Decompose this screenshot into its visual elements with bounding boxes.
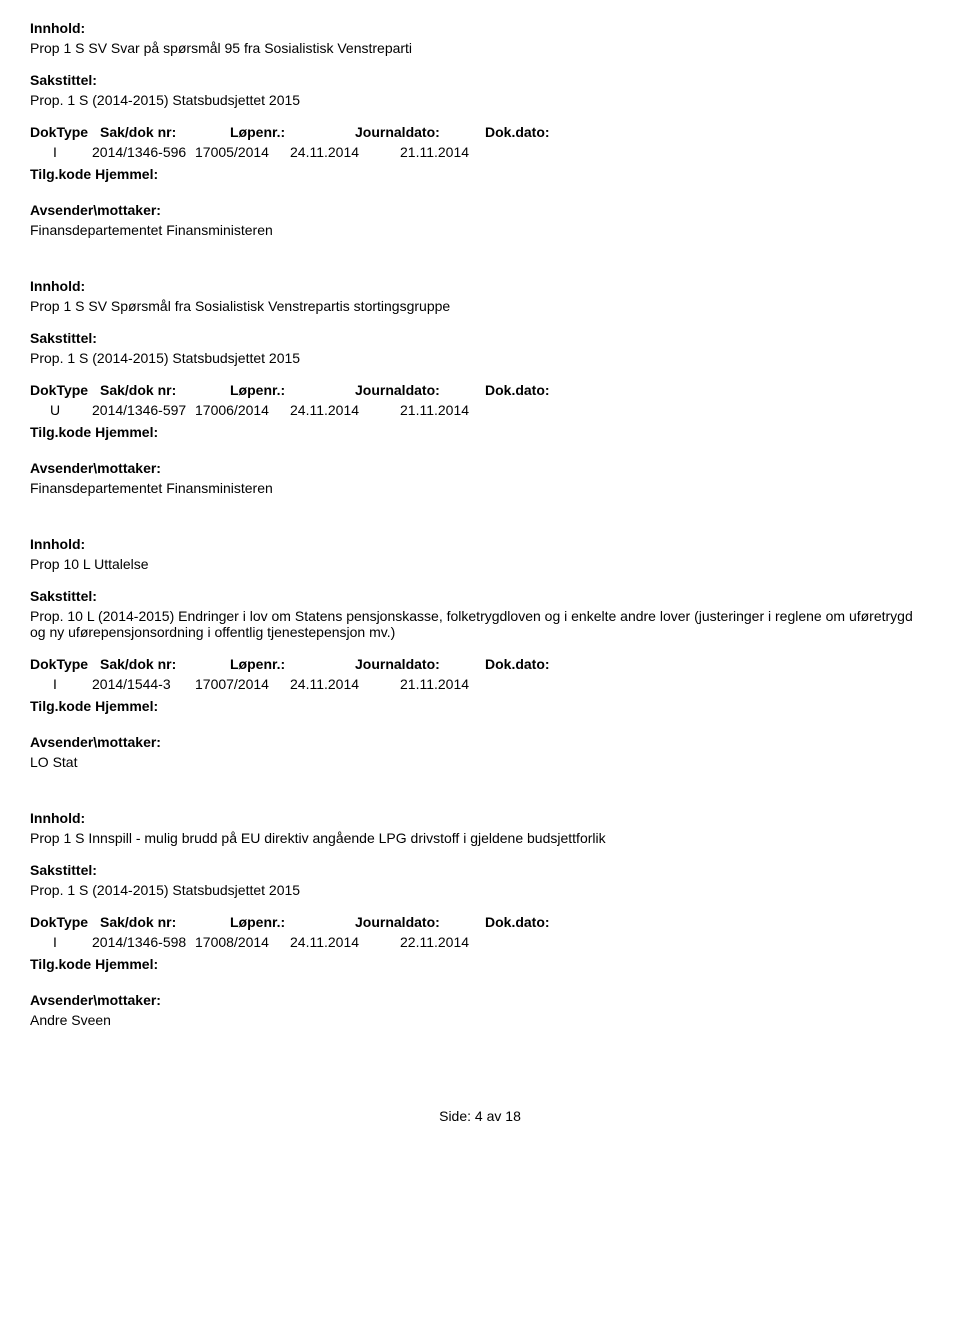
journaldato-header: Journaldato: (355, 124, 485, 140)
lopenr-value: 17005/2014 (190, 144, 290, 160)
sakdoknr-header: Sak/dok nr: (100, 382, 230, 398)
journaldato-header: Journaldato: (355, 914, 485, 930)
hjemmel-label: Hjemmel: (95, 424, 158, 440)
avsender-value: Finansdepartementet Finansministeren (30, 480, 930, 496)
avsender-value: Andre Sveen (30, 1012, 930, 1028)
innhold-label: Innhold: (30, 278, 930, 294)
data-row: I 2014/1346-596 17005/2014 24.11.2014 21… (30, 144, 930, 160)
page-footer: Side: 4 av 18 (30, 1108, 930, 1124)
journaldato-value: 24.11.2014 (290, 144, 400, 160)
footer-page: 4 (475, 1108, 483, 1124)
innhold-text: Prop 1 S Innspill - mulig brudd på EU di… (30, 830, 930, 846)
avsender-block: Avsender\mottaker: LO Stat (30, 734, 930, 770)
lopenr-header: Løpenr.: (230, 656, 355, 672)
hjemmel-label: Hjemmel: (95, 166, 158, 182)
sakstittel-label: Sakstittel: (30, 588, 930, 604)
header-row: DokType Sak/dok nr: Løpenr.: Journaldato… (30, 914, 930, 930)
doktype-header: DokType (30, 656, 100, 672)
avsender-block: Avsender\mottaker: Andre Sveen (30, 992, 930, 1028)
sakstittel-label: Sakstittel: (30, 72, 930, 88)
tilgkode-row: Tilg.kode Hjemmel: (30, 424, 930, 440)
dokdato-value: 21.11.2014 (400, 402, 510, 418)
dokdato-header: Dok.dato: (485, 914, 605, 930)
doktype-header: DokType (30, 382, 100, 398)
doktype-value: I (30, 144, 80, 160)
dokdato-header: Dok.dato: (485, 382, 605, 398)
tilgkode-label: Tilg.kode (30, 698, 91, 714)
avsender-label: Avsender\mottaker: (30, 734, 930, 750)
innhold-label: Innhold: (30, 536, 930, 552)
sakstittel-text: Prop. 10 L (2014-2015) Endringer i lov o… (30, 608, 930, 640)
header-row: DokType Sak/dok nr: Løpenr.: Journaldato… (30, 382, 930, 398)
footer-total: 18 (505, 1108, 521, 1124)
data-row: U 2014/1346-597 17006/2014 24.11.2014 21… (30, 402, 930, 418)
sakdoknr-value: 2014/1346-596 (80, 144, 190, 160)
hjemmel-label: Hjemmel: (95, 698, 158, 714)
journaldato-header: Journaldato: (355, 382, 485, 398)
innhold-text: Prop 1 S SV Spørsmål fra Sosialistisk Ve… (30, 298, 930, 314)
innhold-label: Innhold: (30, 20, 930, 36)
journal-entry: Innhold: Prop 1 S SV Svar på spørsmål 95… (30, 20, 930, 238)
data-row: I 2014/1544-3 17007/2014 24.11.2014 21.1… (30, 676, 930, 692)
sakdoknr-value: 2014/1544-3 (80, 676, 190, 692)
header-row: DokType Sak/dok nr: Løpenr.: Journaldato… (30, 656, 930, 672)
avsender-label: Avsender\mottaker: (30, 460, 930, 476)
header-row: DokType Sak/dok nr: Løpenr.: Journaldato… (30, 124, 930, 140)
avsender-block: Avsender\mottaker: Finansdepartementet F… (30, 460, 930, 496)
sakstittel-text: Prop. 1 S (2014-2015) Statsbudsjettet 20… (30, 350, 930, 366)
data-row: I 2014/1346-598 17008/2014 24.11.2014 22… (30, 934, 930, 950)
tilgkode-label: Tilg.kode (30, 956, 91, 972)
lopenr-header: Løpenr.: (230, 124, 355, 140)
avsender-value: Finansdepartementet Finansministeren (30, 222, 930, 238)
innhold-text: Prop 10 L Uttalelse (30, 556, 930, 572)
avsender-block: Avsender\mottaker: Finansdepartementet F… (30, 202, 930, 238)
lopenr-value: 17008/2014 (190, 934, 290, 950)
innhold-text: Prop 1 S SV Svar på spørsmål 95 fra Sosi… (30, 40, 930, 56)
footer-prefix: Side: (439, 1108, 471, 1124)
tilgkode-label: Tilg.kode (30, 166, 91, 182)
lopenr-value: 17007/2014 (190, 676, 290, 692)
journal-entry: Innhold: Prop 1 S Innspill - mulig brudd… (30, 810, 930, 1028)
avsender-label: Avsender\mottaker: (30, 992, 930, 1008)
sakdoknr-value: 2014/1346-597 (80, 402, 190, 418)
sakstittel-text: Prop. 1 S (2014-2015) Statsbudsjettet 20… (30, 92, 930, 108)
doktype-header: DokType (30, 124, 100, 140)
hjemmel-label: Hjemmel: (95, 956, 158, 972)
journal-entry: Innhold: Prop 1 S SV Spørsmål fra Sosial… (30, 278, 930, 496)
sakdoknr-header: Sak/dok nr: (100, 914, 230, 930)
innhold-label: Innhold: (30, 810, 930, 826)
dokdato-value: 21.11.2014 (400, 144, 510, 160)
lopenr-header: Løpenr.: (230, 914, 355, 930)
dokdato-value: 22.11.2014 (400, 934, 510, 950)
avsender-value: LO Stat (30, 754, 930, 770)
journaldato-value: 24.11.2014 (290, 402, 400, 418)
tilgkode-row: Tilg.kode Hjemmel: (30, 166, 930, 182)
dokdato-header: Dok.dato: (485, 656, 605, 672)
sakstittel-label: Sakstittel: (30, 330, 930, 346)
doktype-value: I (30, 676, 80, 692)
doktype-header: DokType (30, 914, 100, 930)
sakdoknr-header: Sak/dok nr: (100, 124, 230, 140)
journaldato-value: 24.11.2014 (290, 934, 400, 950)
footer-sep: av (487, 1108, 502, 1124)
tilgkode-row: Tilg.kode Hjemmel: (30, 956, 930, 972)
lopenr-value: 17006/2014 (190, 402, 290, 418)
dokdato-header: Dok.dato: (485, 124, 605, 140)
sakdoknr-header: Sak/dok nr: (100, 656, 230, 672)
journaldato-header: Journaldato: (355, 656, 485, 672)
doktype-value: I (30, 934, 80, 950)
journal-entry: Innhold: Prop 10 L Uttalelse Sakstittel:… (30, 536, 930, 770)
lopenr-header: Løpenr.: (230, 382, 355, 398)
sakdoknr-value: 2014/1346-598 (80, 934, 190, 950)
sakstittel-label: Sakstittel: (30, 862, 930, 878)
tilgkode-label: Tilg.kode (30, 424, 91, 440)
journaldato-value: 24.11.2014 (290, 676, 400, 692)
avsender-label: Avsender\mottaker: (30, 202, 930, 218)
tilgkode-row: Tilg.kode Hjemmel: (30, 698, 930, 714)
doktype-value: U (30, 402, 80, 418)
dokdato-value: 21.11.2014 (400, 676, 510, 692)
sakstittel-text: Prop. 1 S (2014-2015) Statsbudsjettet 20… (30, 882, 930, 898)
